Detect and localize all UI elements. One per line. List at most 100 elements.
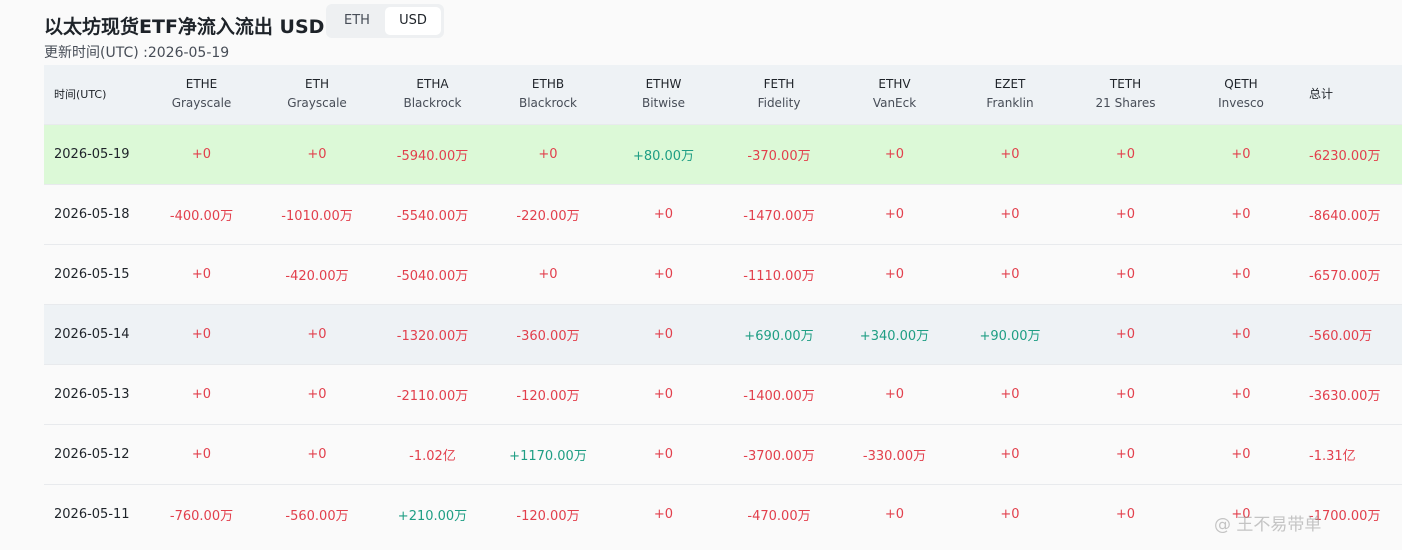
column-header-qeth: QETH Invesco: [1183, 65, 1299, 124]
flow-cell-ethe: +0: [144, 303, 259, 364]
flow-cell-ethe: +0: [144, 123, 259, 184]
fund-issuer: VanEck: [872, 96, 917, 111]
total-cell: -1.31亿: [1299, 423, 1402, 484]
row-date: 2026-05-15: [44, 243, 144, 304]
flow-cell-eth: +0: [259, 303, 375, 364]
flow-cell-ezet: +0: [952, 423, 1068, 484]
flow-cell-eth: +0: [259, 363, 375, 424]
flow-cell-eth: -420.00万: [259, 243, 375, 304]
column-header-ethb: ETHB Blackrock: [490, 65, 606, 124]
flow-cell-feth: -3700.00万: [721, 423, 837, 484]
fund-ticker: ETHE: [185, 77, 218, 92]
total-cell: -3630.00万: [1299, 363, 1402, 424]
flow-cell-teth: +0: [1068, 483, 1183, 544]
flow-cell-ethv: +340.00万: [837, 303, 952, 364]
watermark: @ 王不易带单: [1214, 515, 1322, 535]
fund-ticker: ETHB: [531, 77, 565, 92]
fund-issuer: Invesco: [1218, 96, 1264, 111]
flow-cell-ezet: +0: [952, 363, 1068, 424]
flow-cell-feth: -470.00万: [721, 483, 837, 544]
flow-cell-eth: +0: [259, 123, 375, 184]
flow-cell-ethb: +0: [490, 243, 606, 304]
flow-cell-ethb: -120.00万: [490, 483, 606, 544]
column-header-date: 时间(UTC): [54, 87, 107, 101]
flow-cell-feth: -370.00万: [721, 123, 837, 184]
toggle-usd-button[interactable]: USD: [385, 7, 441, 35]
flow-cell-etha: -5040.00万: [375, 243, 490, 304]
row-date: 2026-05-19: [44, 123, 144, 184]
flow-cell-teth: +0: [1068, 303, 1183, 364]
flow-cell-ethw: +80.00万: [606, 123, 721, 184]
flow-cell-etha: -5940.00万: [375, 123, 490, 184]
flow-cell-ethe: +0: [144, 363, 259, 424]
flow-cell-ethe: -760.00万: [144, 483, 259, 544]
column-header-ethe: ETHE Grayscale: [144, 65, 259, 124]
table-row[interactable]: 2026-05-18 -400.00万 -1010.00万 -5540.00万 -220…: [44, 183, 1402, 244]
row-date: 2026-05-12: [44, 423, 144, 484]
page-title: 以太坊现货ETF净流入流出 USD: [44, 16, 325, 38]
flow-cell-qeth: +0: [1183, 183, 1299, 244]
flow-cell-ezet: +90.00万: [952, 303, 1068, 364]
column-header-eth: ETH Grayscale: [259, 65, 375, 124]
fund-ticker: ETHW: [645, 77, 682, 92]
flow-cell-ezet: +0: [952, 243, 1068, 304]
flow-cell-ethe: +0: [144, 423, 259, 484]
fund-issuer: 21 Shares: [1095, 96, 1156, 111]
flow-cell-ezet: +0: [952, 123, 1068, 184]
column-header-total: 总计: [1309, 86, 1334, 101]
fund-issuer: Grayscale: [171, 96, 232, 111]
flow-cell-feth: -1110.00万: [721, 243, 837, 304]
toggle-eth-button[interactable]: ETH: [344, 13, 370, 28]
fund-ticker: ETHA: [416, 77, 449, 92]
column-header-etha: ETHA Blackrock: [375, 65, 490, 124]
flow-cell-ethw: +0: [606, 183, 721, 244]
flow-cell-teth: +0: [1068, 243, 1183, 304]
total-cell: -6570.00万: [1299, 243, 1402, 304]
fund-ticker: TETH: [1109, 77, 1142, 92]
flow-cell-teth: +0: [1068, 363, 1183, 424]
total-cell: -6230.00万: [1299, 123, 1402, 184]
flow-cell-etha: -2110.00万: [375, 363, 490, 424]
total-cell: -1700.00万: [1299, 483, 1402, 544]
unit-toggle[interactable]: ETH USD: [326, 4, 444, 38]
column-header-ethv: ETHV VanEck: [837, 65, 952, 124]
row-date: 2026-05-13: [44, 363, 144, 424]
flow-cell-ethe: -400.00万: [144, 183, 259, 244]
fund-issuer: Blackrock: [518, 96, 578, 111]
table-row[interactable]: 2026-05-12 +0 +0 -1.02亿 +1170.00万 +0 -3700.00万…: [44, 423, 1402, 484]
flow-cell-ethb: -360.00万: [490, 303, 606, 364]
table-row[interactable]: 2026-05-19 +0 +0 -5940.00万 +0 +80.00万 -370.00万…: [44, 123, 1402, 184]
flow-cell-eth: -560.00万: [259, 483, 375, 544]
flow-cell-ezet: +0: [952, 183, 1068, 244]
table-row[interactable]: 2026-05-11 -760.00万 -560.00万 +210.00万 -120.0…: [44, 483, 1402, 544]
fund-ticker: FETH: [763, 77, 795, 92]
flow-cell-etha: -5540.00万: [375, 183, 490, 244]
column-header-ezet: EZET Franklin: [952, 65, 1068, 124]
flow-cell-ethb: +1170.00万: [490, 423, 606, 484]
column-header-feth: FETH Fidelity: [721, 65, 837, 124]
table-row[interactable]: 2026-05-15 +0 -420.00万 -5040.00万 +0 +0 -1110.0…: [44, 243, 1402, 304]
column-header-teth: TETH 21 Shares: [1068, 65, 1183, 124]
flow-cell-ethv: +0: [837, 123, 952, 184]
fund-ticker: ETH: [305, 77, 329, 92]
fund-issuer: Franklin: [986, 96, 1034, 111]
flow-cell-eth: -1010.00万: [259, 183, 375, 244]
flow-cell-etha: +210.00万: [375, 483, 490, 544]
flow-cell-ethv: +0: [837, 363, 952, 424]
flow-cell-ethw: +0: [606, 243, 721, 304]
etf-flow-table: 时间(UTC) ETHE Grayscale ETH Grayscale ETHA Blac…: [44, 65, 1402, 544]
row-date: 2026-05-11: [44, 483, 144, 544]
flow-cell-ethe: +0: [144, 243, 259, 304]
fund-issuer: Grayscale: [287, 96, 347, 111]
row-date: 2026-05-14: [44, 303, 144, 364]
fund-ticker: EZET: [994, 77, 1026, 92]
table-row[interactable]: 2026-05-14 +0 +0 -1320.00万 -360.00万 +0 +690.00…: [44, 303, 1402, 364]
flow-cell-feth: -1400.00万: [721, 363, 837, 424]
flow-cell-qeth: +0: [1183, 123, 1299, 184]
flow-cell-ethb: -220.00万: [490, 183, 606, 244]
table-row[interactable]: 2026-05-13 +0 +0 -2110.00万 -120.00万 +0 -1400.0…: [44, 363, 1402, 424]
flow-cell-ethw: +0: [606, 423, 721, 484]
flow-cell-etha: -1.02亿: [375, 423, 490, 484]
flow-cell-ethb: +0: [490, 123, 606, 184]
flow-cell-etha: -1320.00万: [375, 303, 490, 364]
